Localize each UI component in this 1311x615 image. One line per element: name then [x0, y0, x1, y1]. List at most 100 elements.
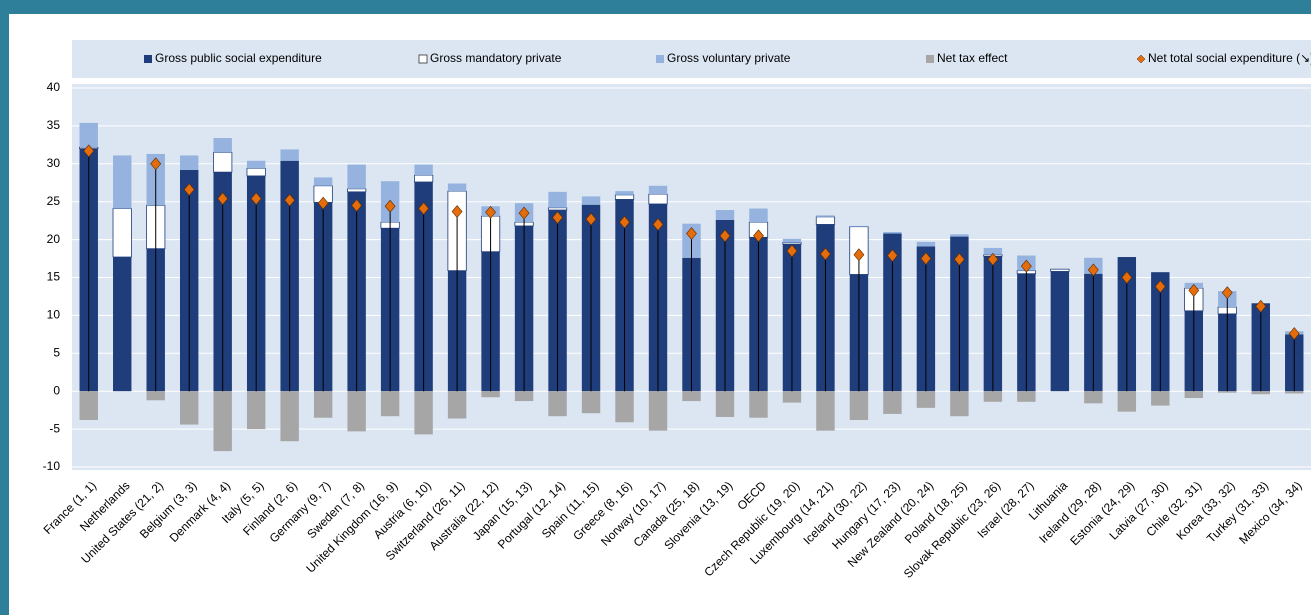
bar-segment: [213, 138, 232, 153]
bar-segment: [1017, 391, 1036, 402]
diamond-marker: [753, 229, 764, 243]
diamond-marker: [317, 196, 329, 210]
bar-segment: [213, 152, 233, 173]
legend: Gross public social expenditure Gross man…: [144, 51, 1311, 65]
bar-segment: [682, 391, 701, 402]
diamond-marker: [485, 205, 496, 219]
y-tick-label: 30: [47, 156, 61, 170]
bar-segment: [1050, 268, 1070, 272]
diamond-marker: [183, 183, 195, 197]
bar-segment: [816, 391, 835, 431]
bar-segment: [715, 391, 735, 417]
diamond-marker: [1188, 283, 1200, 297]
bar-segment: [1117, 391, 1137, 412]
diamond-marker: [250, 192, 262, 206]
diamond-marker: [1154, 280, 1166, 294]
diamond-marker: [351, 199, 363, 212]
bar-segment: [179, 391, 199, 425]
diamond-marker: [1288, 327, 1300, 341]
diamond-marker: [1121, 271, 1133, 284]
diamond-marker: [83, 144, 95, 158]
bar-segment: [782, 391, 802, 403]
diamond-marker: [920, 252, 932, 266]
legend-swatch: [144, 55, 152, 63]
bar-segment: [849, 391, 869, 421]
bar-segment: [1050, 271, 1070, 392]
bar-segment: [447, 183, 467, 192]
bar-segment: [313, 177, 333, 186]
bar-segment: [414, 164, 433, 176]
diamond-marker: [1020, 259, 1032, 273]
bar-segment: [246, 160, 266, 169]
bar-segment: [749, 208, 768, 223]
bar-segment: [883, 391, 902, 414]
y-tick-label: 5: [53, 345, 60, 359]
bar-segment: [79, 122, 98, 148]
y-tick-label: 10: [47, 308, 61, 322]
diamond-marker: [585, 212, 597, 226]
bar-segment: [547, 207, 568, 211]
bar-segment: [213, 391, 232, 452]
bar-segment: [146, 391, 165, 401]
legend-label: Net total social expenditure (↘): [1148, 51, 1311, 65]
bar-segment: [581, 391, 601, 414]
bar-segment: [413, 174, 434, 183]
bar-segment: [313, 391, 333, 418]
bar-segment: [112, 208, 132, 258]
diamond-marker: [853, 248, 865, 262]
bar-segment: [950, 234, 969, 237]
bar-segment: [548, 391, 567, 417]
diamond-marker: [619, 215, 630, 229]
y-tick-label: -5: [49, 421, 60, 435]
y-tick-label: 0: [53, 383, 60, 397]
bar-segment: [782, 242, 802, 245]
legend-swatch: [418, 54, 428, 64]
bar-segment: [380, 391, 400, 417]
diamond-marker: [1087, 263, 1099, 277]
bar-segment: [782, 238, 802, 243]
diamond-marker: [451, 205, 463, 219]
y-tick-label: 20: [47, 232, 61, 246]
bar-segment: [749, 391, 768, 418]
bar-segment: [347, 164, 366, 189]
diamond-marker: [719, 229, 731, 243]
legend-label: Net tax effect: [937, 51, 1008, 65]
bar-segment: [648, 185, 668, 195]
diamond-marker: [518, 206, 530, 220]
bar-segment: [1084, 391, 1103, 404]
y-tick-label: 35: [47, 118, 61, 132]
diamond-marker: [1221, 286, 1233, 300]
legend-swatch: [656, 55, 664, 63]
diamond-marker: [652, 217, 664, 231]
bar-segment: [1218, 391, 1237, 393]
bar-segment: [447, 391, 467, 419]
legend-label: Gross public social expenditure: [155, 51, 322, 65]
bar-segment: [280, 391, 299, 442]
y-tick-label: -10: [43, 459, 61, 473]
diamond-marker: [820, 247, 831, 261]
bar-segment: [1151, 391, 1170, 406]
frame-left: [0, 0, 9, 615]
bar-segment: [615, 391, 634, 423]
diamond-marker: [284, 193, 296, 207]
bar-segment: [1184, 391, 1204, 399]
diamond-marker: [1255, 299, 1267, 313]
bar-segment: [648, 193, 668, 205]
bar-segment: [414, 391, 433, 435]
bar-segment: [983, 247, 1003, 255]
diamond-marker: [552, 211, 563, 225]
bar-segment: [615, 191, 634, 195]
legend-bg: [72, 40, 1311, 78]
bar-segment: [79, 391, 98, 421]
bar-segment: [113, 155, 132, 209]
bar-segment: [849, 225, 869, 227]
bar-segment: [280, 149, 299, 161]
bar-segment: [113, 257, 132, 392]
bar-segment: [347, 391, 366, 432]
bar-segment: [715, 210, 735, 220]
bar-segment: [1285, 391, 1304, 394]
legend-swatch: [926, 55, 934, 63]
frame-top: [0, 0, 1311, 14]
bar-segment: [614, 194, 635, 200]
